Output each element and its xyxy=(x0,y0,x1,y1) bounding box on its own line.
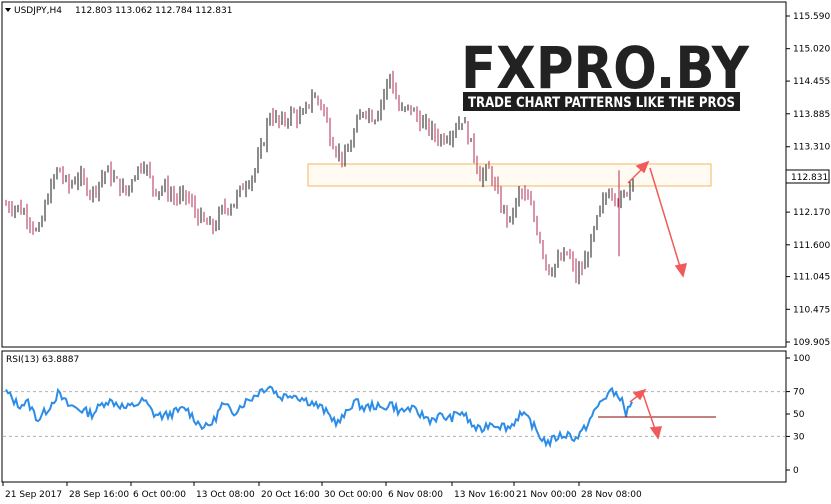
price-tick-label: 109.905 xyxy=(793,338,830,348)
price-tick-label: 114.455 xyxy=(793,77,830,87)
x-tick-label: 28 Sep 16:00 xyxy=(69,490,129,500)
arrow-down-price-head xyxy=(674,263,688,278)
arrow-down-price xyxy=(649,167,682,271)
price-tick-label: 111.045 xyxy=(793,273,830,283)
forecast-arrows-price xyxy=(627,160,688,278)
x-tick-label: 6 Oct 00:00 xyxy=(133,490,186,500)
x-tick-label: 28 Nov 08:00 xyxy=(581,490,642,500)
rsi-line xyxy=(5,385,633,449)
rsi-label: RSI(13) 63.8887 xyxy=(6,355,79,365)
price-tick-label: 115.020 xyxy=(793,45,830,55)
rsi-tick-label: 50 xyxy=(793,410,805,420)
x-tick-label: 13 Nov 16:00 xyxy=(454,490,515,500)
x-tick-label: 20 Oct 16:00 xyxy=(261,490,320,500)
candles xyxy=(5,70,634,285)
rsi-tick-label: 30 xyxy=(793,432,805,442)
x-tick-label: 21 Sep 2017 xyxy=(5,490,62,500)
x-axis: 21 Sep 2017 28 Sep 16:00 6 Oct 00:00 13 Oct… xyxy=(2,482,642,500)
arrow-down-rsi xyxy=(642,393,657,433)
x-tick-label: 30 Oct 00:00 xyxy=(324,490,383,500)
symbol-label: USDJPY,H4 xyxy=(14,6,62,16)
logo-tagline: TRADE CHART PATTERNS LIKE THE PROS xyxy=(468,95,735,111)
rsi-tick-label: 100 xyxy=(793,354,810,364)
arrow-down-rsi-head xyxy=(649,426,663,440)
price-tick-label: 112.170 xyxy=(793,208,830,218)
ohlc-values: 112.803 113.062 112.784 112.831 xyxy=(75,6,232,16)
fxpro-logo: FXPRO.BY TRADE CHART PATTERNS LIKE THE P… xyxy=(461,34,750,111)
price-tick-label: 111.600 xyxy=(793,241,830,251)
rsi-tick-label: 0 xyxy=(793,466,799,476)
x-tick-label: 6 Nov 08:00 xyxy=(388,490,443,500)
price-tick-label: 110.475 xyxy=(793,305,830,315)
price-tick-label: 113.310 xyxy=(793,143,830,153)
current-price-label: 112.831 xyxy=(791,173,828,183)
price-tick-label: 113.885 xyxy=(793,110,830,120)
x-tick-label: 21 Nov 00:00 xyxy=(516,490,577,500)
arrow-up-price-head xyxy=(635,160,650,174)
x-tick-label: 13 Oct 08:00 xyxy=(196,490,255,500)
rsi-axis: 100 70 50 30 0 xyxy=(3,354,810,476)
price-pane xyxy=(1,1,787,348)
current-price-marker: 112.831 xyxy=(785,169,830,184)
rsi-tick-label: 70 xyxy=(793,388,805,398)
forecast-arrows-rsi xyxy=(629,388,663,440)
symbol-dropdown-icon[interactable] xyxy=(5,8,11,12)
price-tick-label: 115.590 xyxy=(793,12,830,22)
resistance-zone xyxy=(307,163,712,187)
logo-brand: FXPRO.BY xyxy=(461,34,750,102)
